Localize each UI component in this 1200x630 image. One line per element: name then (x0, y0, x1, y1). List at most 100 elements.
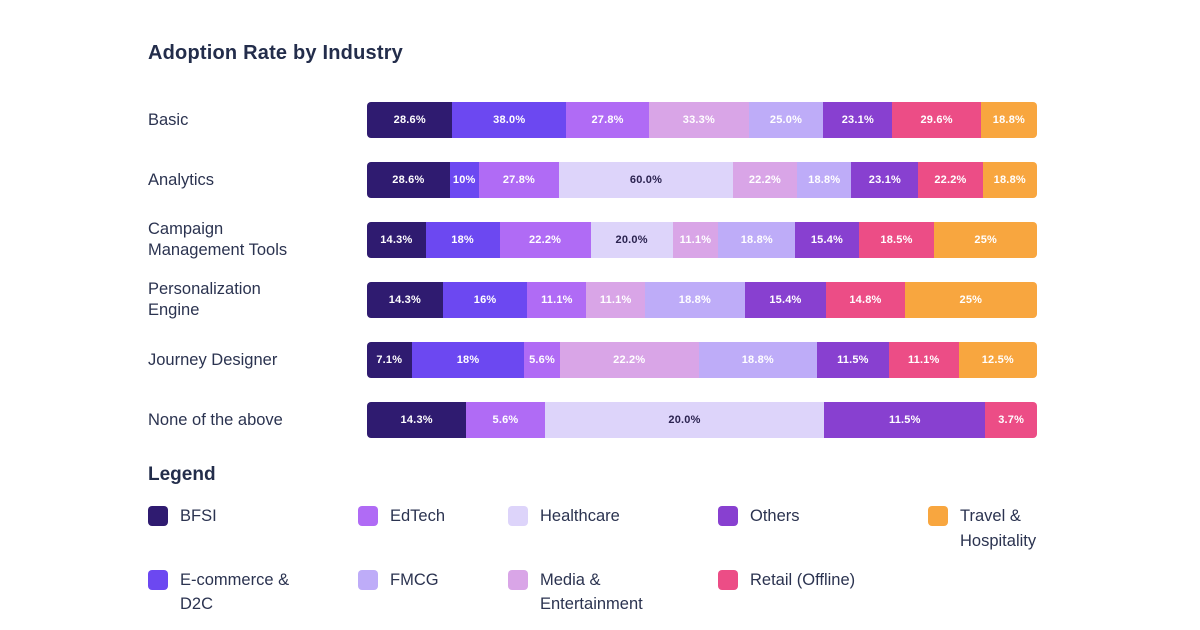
bar-segment-retail: 18.5% (858, 222, 935, 258)
legend-label: BFSI (180, 507, 217, 525)
bar-segment-value: 15.4% (810, 234, 844, 246)
legend-section: Legend BFSI EdTech Healthcare Others Travel … (148, 462, 1200, 617)
bar-segment-fmcg: 18.8% (718, 222, 796, 258)
legend-label: EdTech (390, 507, 446, 525)
legend-swatch-fmcg (358, 569, 378, 590)
bar-segment-ecommerce: 10% (449, 162, 479, 198)
chart-row: Personalization Engine 14.3% 16% 11.1% 11.1%… (148, 280, 1037, 319)
bar-segment-value: 38.0% (493, 114, 526, 126)
bar-segment-value: 16% (473, 294, 497, 306)
bar-segment-value: 11.5% (837, 354, 869, 366)
bar-segment-others: 15.4% (744, 282, 827, 318)
row-label: Personalization Engine (148, 280, 261, 319)
bar-segment-value: 18% (456, 354, 480, 366)
bar-segment-value: 14.3% (388, 294, 421, 306)
legend: BFSI EdTech Healthcare Others Travel & Hospi… (148, 504, 1200, 617)
bar-segment-value: 18.8% (808, 174, 841, 186)
chart-row: Journey Designer 7.1% 18% 5.6% 22.2% 18.8% 11.… (148, 342, 1037, 378)
bar-segment-fmcg: 25.0% (748, 102, 824, 138)
bar-segment-value: 23.1% (868, 174, 901, 186)
bar-segment-fmcg: 18.8% (645, 282, 745, 318)
bar-segment-ecommerce: 18% (425, 222, 500, 258)
bar-segment-healthcare: 20.0% (544, 402, 825, 438)
legend-swatch-media (508, 569, 528, 590)
bar-segment-others: 11.5% (816, 342, 889, 378)
bar-segment-edtech: 11.1% (527, 282, 587, 318)
legend-title: Legend (148, 464, 216, 485)
bar-segment-bfsi: 28.6% (367, 162, 450, 198)
row-label: Basic (148, 110, 189, 129)
bar-segment-edtech: 27.8% (478, 162, 560, 198)
bar-segment-ecommerce: 16% (442, 282, 528, 318)
legend-item-fmcg: FMCG (358, 568, 508, 618)
bar-segment-value: 11.1% (599, 294, 632, 306)
legend-item-ecommerce: E-commerce & D2C (148, 568, 358, 618)
bar-segment-value: 20.0% (615, 234, 648, 246)
bar-segment-media: 22.2% (732, 162, 798, 198)
bar-segment-value: 14.3% (400, 414, 433, 426)
bar-segment-value: 25.0% (769, 114, 803, 126)
bar-segment-value: 15.4% (769, 294, 802, 306)
bar-segment-edtech: 5.6% (466, 402, 545, 438)
stacked-bar: 28.6% 10% 27.8% 60.0% 22.2% 18.8% 23.1% 22.2% 18… (367, 162, 1037, 198)
bar-segment-value: 11.1% (907, 354, 940, 366)
bar-segment-media: 22.2% (559, 342, 699, 378)
bar-segment-retail: 11.1% (888, 342, 959, 378)
chart-row: None of the above 14.3% 5.6% 20.0% 11.5% 3.7% (148, 402, 1037, 438)
legend-label: Others (750, 507, 800, 525)
bar-segment-others: 11.5% (824, 402, 986, 438)
bar-segment-value: 11.5% (889, 414, 921, 426)
bar-segment-travel: 18.8% (982, 162, 1037, 198)
legend-label: Travel & Hospitality (960, 507, 1037, 550)
bar-segment-value: 18.5% (880, 234, 913, 246)
legend-swatch-retail (718, 569, 738, 590)
bar-segment-value: 5.6% (492, 414, 519, 426)
bar-segment-travel: 18.8% (980, 102, 1037, 138)
bar-segment-value: 11.1% (541, 294, 573, 306)
stacked-bar: 14.3% 16% 11.1% 11.1% 18.8% 15.4% 14.8% 25% (367, 282, 1037, 318)
bar-segment-value: 22.2% (613, 354, 646, 366)
bar-segment-bfsi: 14.3% (367, 282, 443, 318)
stacked-bar: 14.3% 5.6% 20.0% 11.5% 3.7% (367, 402, 1037, 438)
chart-title: Adoption Rate by Industry (148, 42, 403, 64)
row-label: Journey Designer (148, 350, 278, 369)
legend-swatch-bfsi (148, 506, 168, 526)
bar-segment-media: 11.1% (586, 282, 646, 318)
bar-segment-value: 20.0% (668, 414, 701, 426)
bar-segment-fmcg: 18.8% (797, 162, 852, 198)
bar-segment-value: 22.2% (748, 174, 782, 186)
bar-segment-value: 14.3% (380, 234, 413, 246)
bar-segment-value: 22.2% (528, 234, 562, 246)
legend-item-edtech: EdTech (358, 504, 508, 554)
legend-label: E-commerce & D2C (180, 570, 290, 614)
bar-segment-ecommerce: 18% (411, 342, 525, 378)
bar-segment-travel: 25% (934, 222, 1037, 258)
bar-segment-value: 25% (959, 294, 983, 306)
bar-segment-value: 7.1% (376, 354, 403, 366)
stacked-bar-chart: Basic 28.6% 38.0% 27.8% 33.3% 25.0% 23.1% 29.6%… (148, 102, 1200, 438)
stacked-bar: 28.6% 38.0% 27.8% 33.3% 25.0% 23.1% 29.6% 18.8% (367, 102, 1037, 138)
bar-segment-value: 18.8% (678, 294, 711, 306)
bar-segment-others: 15.4% (795, 222, 859, 258)
legend-swatch-healthcare (508, 506, 528, 526)
bar-segment-travel: 12.5% (958, 342, 1037, 378)
legend-swatch-edtech (358, 506, 378, 526)
chart-row: Analytics 28.6% 10% 27.8% 60.0% 22.2% 18.8% 23.… (148, 162, 1037, 198)
legend-label: Retail (Offline) (750, 570, 856, 589)
row-label: Analytics (148, 170, 215, 189)
bar-segment-value: 18% (451, 234, 474, 246)
bar-segment-retail: 3.7% (985, 402, 1037, 438)
legend-item-bfsi: BFSI (148, 504, 358, 554)
bar-segment-healthcare: 20.0% (590, 222, 673, 258)
bar-segment-edtech: 5.6% (524, 342, 560, 378)
legend-item-media: Media & Entertainment (508, 568, 718, 618)
bar-segment-value: 25% (974, 234, 998, 246)
legend-label: Media & Entertainment (540, 570, 643, 614)
bar-segment-ecommerce: 38.0% (452, 102, 567, 138)
bar-segment-value: 11.1% (679, 234, 712, 246)
bar-segment-bfsi: 28.6% (367, 102, 453, 138)
bar-segment-others: 23.1% (851, 162, 919, 198)
bar-segment-value: 60.0% (629, 174, 663, 186)
legend-swatch-others (718, 506, 738, 526)
